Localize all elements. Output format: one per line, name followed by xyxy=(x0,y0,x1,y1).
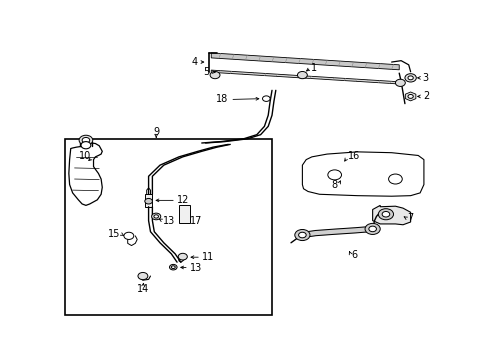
Circle shape xyxy=(395,79,405,86)
Text: 18: 18 xyxy=(216,94,228,104)
Text: 13: 13 xyxy=(190,263,202,273)
Circle shape xyxy=(154,215,158,218)
Text: 2: 2 xyxy=(423,91,429,102)
Circle shape xyxy=(263,96,270,102)
Circle shape xyxy=(297,72,307,79)
Circle shape xyxy=(178,253,187,260)
Circle shape xyxy=(405,74,416,82)
Text: 9: 9 xyxy=(153,127,159,138)
Text: 16: 16 xyxy=(348,151,360,161)
Bar xyxy=(145,194,152,207)
Circle shape xyxy=(382,211,390,217)
Polygon shape xyxy=(302,152,424,196)
Circle shape xyxy=(145,198,152,204)
Polygon shape xyxy=(211,53,399,70)
Text: 4: 4 xyxy=(191,57,197,67)
Circle shape xyxy=(408,76,413,80)
Text: 17: 17 xyxy=(190,216,202,226)
Circle shape xyxy=(378,209,393,220)
Circle shape xyxy=(298,232,306,238)
Circle shape xyxy=(170,264,177,270)
Text: 11: 11 xyxy=(202,252,214,262)
Bar xyxy=(179,205,190,223)
Circle shape xyxy=(328,170,342,180)
Text: 1: 1 xyxy=(311,63,317,73)
Circle shape xyxy=(210,72,220,79)
Circle shape xyxy=(295,229,310,240)
Text: 7: 7 xyxy=(408,213,414,224)
Circle shape xyxy=(124,232,134,239)
Text: 3: 3 xyxy=(423,73,429,83)
Circle shape xyxy=(138,273,148,280)
Polygon shape xyxy=(405,92,416,101)
Text: 14: 14 xyxy=(137,284,149,294)
Circle shape xyxy=(151,213,161,220)
Text: 5: 5 xyxy=(203,67,210,77)
Circle shape xyxy=(408,94,413,98)
Polygon shape xyxy=(69,143,102,205)
Text: 13: 13 xyxy=(163,216,175,226)
Circle shape xyxy=(81,141,91,149)
Text: 15: 15 xyxy=(108,229,120,239)
Text: 8: 8 xyxy=(332,180,338,190)
Circle shape xyxy=(172,266,175,269)
Text: 6: 6 xyxy=(351,250,357,260)
Polygon shape xyxy=(372,205,411,225)
Polygon shape xyxy=(211,70,398,84)
Circle shape xyxy=(389,174,402,184)
Circle shape xyxy=(82,138,90,143)
Text: 10: 10 xyxy=(78,151,91,161)
Circle shape xyxy=(365,223,380,234)
Bar xyxy=(65,139,272,315)
Circle shape xyxy=(369,226,376,232)
Circle shape xyxy=(79,135,93,145)
Text: 12: 12 xyxy=(177,195,189,205)
